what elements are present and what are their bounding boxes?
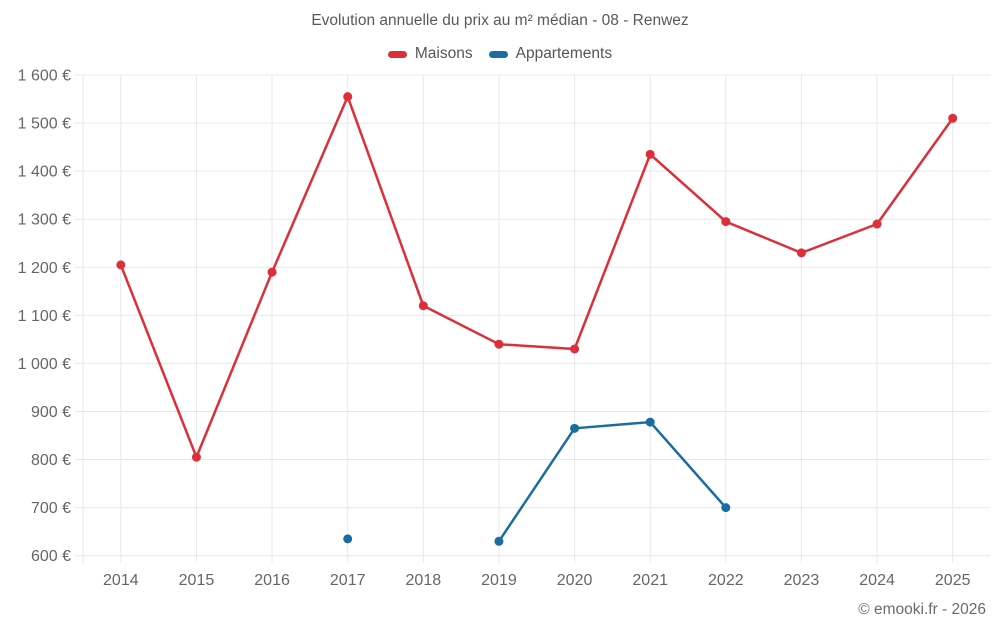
y-tick-label: 600 €: [31, 548, 71, 565]
data-point[interactable]: [570, 423, 580, 433]
x-axis-labels: 2014 2015 2016 2017 2018 2019 2020 2021 2022 2023…: [103, 572, 971, 589]
data-point[interactable]: [645, 417, 655, 427]
y-tick-label: 900 €: [31, 404, 71, 421]
x-tick-label: 2025: [935, 572, 971, 589]
x-tick-label: 2016: [254, 572, 290, 589]
appartements-series-color-chip: [488, 50, 508, 58]
y-tick-label: 1 300 €: [18, 212, 71, 229]
data-point[interactable]: [948, 113, 958, 123]
y-tick-label: 800 €: [31, 452, 71, 469]
data-point[interactable]: [721, 217, 731, 227]
series-line: [497, 420, 727, 542]
data-point[interactable]: [116, 260, 126, 270]
legend-label-maisons: Maisons: [414, 45, 473, 62]
data-point[interactable]: [872, 219, 882, 229]
maisons-series-color-chip: [387, 50, 407, 58]
x-tick-label: 2022: [708, 572, 744, 589]
y-tick-label: 1 000 €: [18, 356, 71, 373]
x-tick-label: 2014: [103, 572, 139, 589]
chart-legend: Maisons Appartements: [0, 45, 1000, 63]
data-point[interactable]: [418, 301, 428, 311]
x-tick-label: 2020: [557, 572, 593, 589]
x-tick-label: 2015: [179, 572, 215, 589]
data-point[interactable]: [570, 344, 580, 354]
y-axis-labels: 600 € 700 € 800 € 900 € 1 000 € 1 100 € 1 200 …: [18, 68, 71, 566]
data-point[interactable]: [721, 503, 731, 513]
x-tick-label: 2023: [784, 572, 820, 589]
gridlines: [75, 74, 991, 563]
data-point[interactable]: [494, 339, 504, 349]
x-tick-label: 2018: [406, 572, 442, 589]
series-appartements: [343, 417, 731, 546]
y-tick-label: 1 500 €: [18, 116, 71, 133]
data-point[interactable]: [191, 452, 201, 462]
y-tick-label: 700 €: [31, 500, 71, 517]
data-point[interactable]: [343, 534, 353, 544]
y-tick-label: 1 400 €: [18, 164, 71, 181]
legend-label-appartements: Appartements: [515, 45, 613, 62]
y-tick-label: 1 600 €: [18, 68, 71, 85]
legend-item-appartements[interactable]: Appartements: [488, 45, 613, 63]
copyright-footer: © emooki.fr - 2026: [858, 601, 986, 618]
x-tick-label: 2019: [481, 572, 517, 589]
y-tick-label: 1 100 €: [18, 308, 71, 325]
series-line: [119, 95, 954, 459]
chart-title: Evolution annuelle du prix au m² médian …: [311, 12, 689, 29]
data-point[interactable]: [494, 536, 504, 546]
x-tick-label: 2021: [632, 572, 668, 589]
data-point[interactable]: [343, 92, 353, 102]
data-point[interactable]: [796, 248, 806, 258]
y-tick-label: 1 200 €: [18, 260, 71, 277]
x-tick-label: 2024: [859, 572, 895, 589]
legend-item-maisons[interactable]: Maisons: [387, 45, 473, 63]
series-maisons: [116, 92, 958, 462]
data-point[interactable]: [645, 149, 655, 159]
data-point[interactable]: [267, 267, 277, 277]
x-tick-label: 2017: [330, 572, 366, 589]
